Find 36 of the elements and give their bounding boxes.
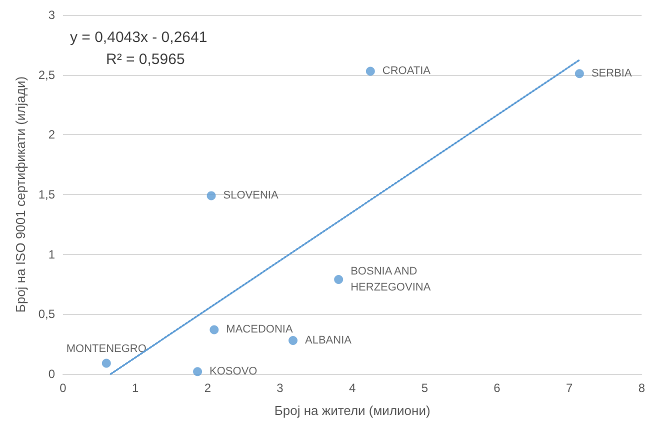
annotation: SERBIA bbox=[591, 68, 632, 80]
x-tick-label: 1 bbox=[132, 381, 139, 395]
y-tick-label: 0 bbox=[48, 367, 56, 381]
annotation: R² = 0,5965 bbox=[106, 51, 185, 68]
y-tick-label: 0,5 bbox=[38, 307, 56, 322]
annotation: KOSOVO bbox=[210, 366, 258, 378]
x-tick-label: 2 bbox=[204, 381, 212, 395]
annotation: SLOVENIA bbox=[223, 190, 279, 202]
y-tick-label: 2,5 bbox=[38, 68, 56, 82]
x-tick-label: 6 bbox=[494, 381, 501, 395]
x-tick-label: 5 bbox=[421, 381, 428, 395]
y-tick-label: 3 bbox=[48, 8, 56, 22]
annotation: CROATIA bbox=[382, 65, 432, 78]
x-tick-label: 7 bbox=[566, 381, 573, 395]
y-tick-label: 2 bbox=[48, 128, 56, 142]
x-tick-label: 8 bbox=[638, 381, 646, 395]
point bbox=[334, 274, 344, 284]
annotation: MACEDONIA bbox=[226, 324, 294, 336]
annotation: BOSNIA AND HERZEGOVINA bbox=[350, 265, 432, 294]
point bbox=[102, 358, 111, 368]
point bbox=[210, 325, 219, 334]
annotation: ALBANIA bbox=[305, 334, 352, 346]
point bbox=[206, 191, 216, 200]
x-tick-label: 4 bbox=[348, 381, 356, 395]
annotation: MONTENEGRO bbox=[66, 343, 147, 356]
point bbox=[288, 336, 298, 345]
point bbox=[366, 66, 375, 76]
point bbox=[193, 367, 202, 376]
y-tick-label: 1 bbox=[48, 247, 56, 262]
x-tick-label: 3 bbox=[276, 381, 284, 395]
annotation: y = 0,4043x - 0,2641 bbox=[70, 29, 208, 46]
x-tick-label: 0 bbox=[60, 381, 67, 395]
y-axis-title: Број на ISO 9001 сертификати (илјади) bbox=[13, 76, 28, 313]
point bbox=[574, 69, 584, 78]
y-tick-label: 1,5 bbox=[38, 188, 56, 202]
x-axis-title: Број на жители (милиони) bbox=[274, 403, 430, 418]
